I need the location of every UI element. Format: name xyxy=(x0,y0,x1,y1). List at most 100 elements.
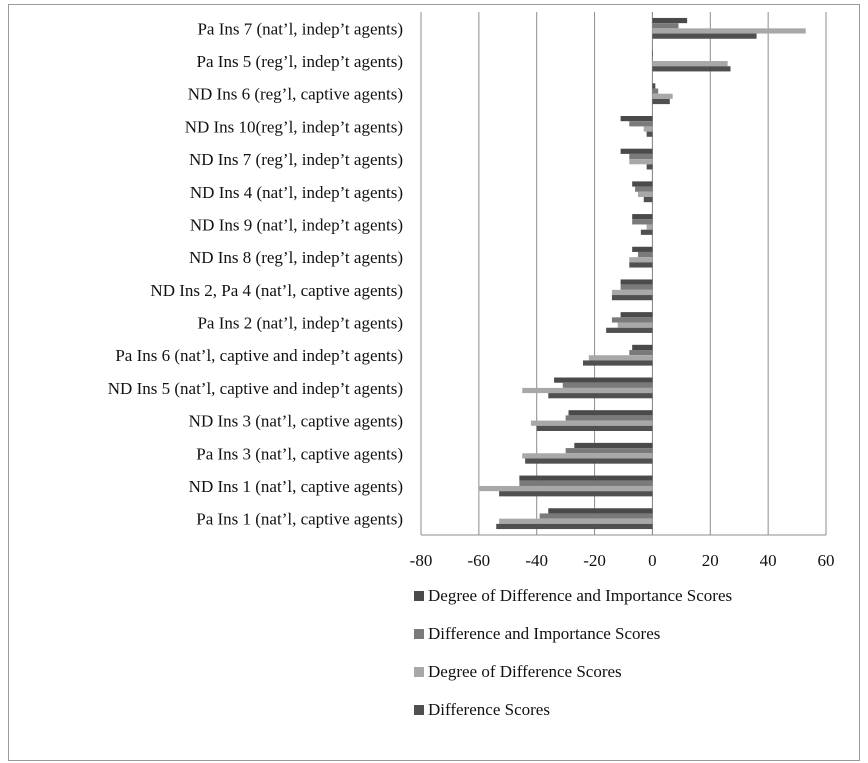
bar xyxy=(522,453,653,459)
bar xyxy=(536,425,653,431)
legend: Degree of Difference and Importance Scor… xyxy=(414,586,732,719)
category-label: ND Ins 4 (nat’l, indep’t agents) xyxy=(190,183,403,202)
bar xyxy=(652,33,757,39)
bar xyxy=(565,448,653,454)
bar xyxy=(525,458,653,464)
bar xyxy=(554,377,653,383)
legend-label: Difference Scores xyxy=(428,700,550,719)
x-tick-label: 20 xyxy=(702,551,719,570)
bar xyxy=(611,289,653,296)
bar xyxy=(652,61,728,67)
bar xyxy=(499,518,653,524)
category-label: ND Ins 5 (nat’l, captive and indep’t age… xyxy=(108,379,403,398)
bar xyxy=(652,88,659,94)
x-tick-label: 0 xyxy=(648,551,657,570)
bar xyxy=(617,322,653,328)
bar xyxy=(478,485,653,492)
bar xyxy=(539,513,653,519)
bar xyxy=(632,219,653,225)
bar xyxy=(629,159,653,165)
bar xyxy=(637,251,653,258)
bar xyxy=(646,164,653,170)
bar xyxy=(643,196,653,203)
bar xyxy=(620,148,653,154)
bar xyxy=(496,523,653,530)
x-tick-label: 60 xyxy=(818,551,835,570)
bar xyxy=(629,350,653,356)
x-tick-label: -40 xyxy=(525,551,548,570)
legend-swatch xyxy=(414,667,424,677)
category-label: ND Ins 9 (nat’l, indep’t agents) xyxy=(190,215,403,234)
bar xyxy=(522,387,653,394)
category-label: Pa Ins 2 (nat’l, indep’t agents) xyxy=(197,314,403,333)
bar xyxy=(588,355,653,361)
bar xyxy=(519,475,653,481)
category-label: ND Ins 1 (nat’l, captive agents) xyxy=(189,477,403,496)
bar xyxy=(652,98,670,105)
bar xyxy=(629,153,653,160)
bar xyxy=(606,327,653,333)
bar xyxy=(646,131,653,137)
bar xyxy=(562,382,653,388)
x-tick-label: -60 xyxy=(468,551,491,570)
bar xyxy=(620,279,653,285)
x-tick-label: -20 xyxy=(583,551,606,570)
category-label: ND Ins 7 (reg’l, indep’t agents) xyxy=(189,150,403,169)
bar xyxy=(530,420,653,426)
category-label: ND Ins 3 (nat’l, captive agents) xyxy=(189,412,403,431)
legend-label: Degree of Difference and Importance Scor… xyxy=(428,586,732,605)
bar xyxy=(620,312,653,318)
bar xyxy=(632,214,653,220)
bar xyxy=(548,393,653,399)
bar xyxy=(629,262,653,268)
bar xyxy=(652,23,679,29)
bar xyxy=(646,224,653,230)
category-label: Pa Ins 7 (nat’l, indep’t agents) xyxy=(197,19,403,38)
bar xyxy=(632,181,653,187)
category-label: Pa Ins 3 (nat’l, captive agents) xyxy=(196,444,403,463)
bar xyxy=(652,83,656,89)
bar xyxy=(611,317,653,323)
bars xyxy=(478,17,806,530)
bar xyxy=(652,66,731,72)
bar xyxy=(632,246,653,252)
bar xyxy=(632,344,653,351)
legend-swatch xyxy=(414,705,424,715)
chart-frame xyxy=(8,4,860,761)
bar xyxy=(548,508,653,514)
legend-swatch xyxy=(414,591,424,601)
bar xyxy=(565,415,653,421)
legend-swatch xyxy=(414,629,424,639)
bar xyxy=(499,491,653,497)
category-label: ND Ins 8 (reg’l, indep’t agents) xyxy=(189,248,403,267)
bar xyxy=(640,229,653,235)
bar xyxy=(629,257,653,263)
x-tick-label: 40 xyxy=(760,551,777,570)
category-label: ND Ins 10(reg’l, indep’t agents) xyxy=(185,117,403,136)
bar xyxy=(637,191,653,197)
bar xyxy=(574,442,653,449)
bar xyxy=(635,186,653,192)
category-label: ND Ins 2, Pa 4 (nat’l, captive agents) xyxy=(150,281,403,300)
bar xyxy=(643,126,653,132)
category-labels: Pa Ins 7 (nat’l, indep’t agents) Pa Ins 5… xyxy=(108,19,403,528)
category-label: Pa Ins 6 (nat’l, captive and indep’t age… xyxy=(115,346,403,365)
bar xyxy=(652,17,688,24)
bar xyxy=(620,284,653,290)
category-label: ND Ins 6 (reg’l, captive agents) xyxy=(188,85,403,104)
bar xyxy=(583,360,653,366)
x-tick-label: -80 xyxy=(410,551,433,570)
bar xyxy=(620,116,653,122)
x-tick-labels: -80 -60 -40 -20 0 20 40 60 xyxy=(410,551,835,570)
bar xyxy=(568,410,653,416)
bar xyxy=(629,121,653,127)
legend-label: Difference and Importance Scores xyxy=(428,624,660,643)
category-label: Pa Ins 1 (nat’l, captive agents) xyxy=(196,510,403,529)
legend-label: Degree of Difference Scores xyxy=(428,662,622,681)
bar xyxy=(611,295,653,301)
bar xyxy=(519,480,653,486)
bar xyxy=(652,55,653,62)
bar xyxy=(652,28,806,34)
category-label: Pa Ins 5 (reg’l, indep’t agents) xyxy=(197,52,403,71)
